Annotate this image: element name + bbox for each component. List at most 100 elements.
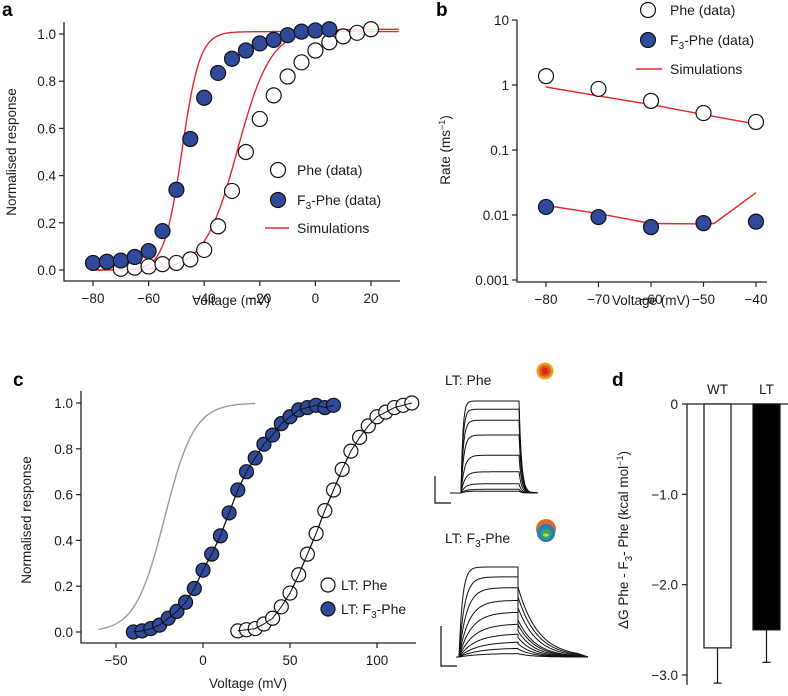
data-point <box>140 243 157 260</box>
data-point <box>126 248 143 266</box>
data-point <box>362 21 380 38</box>
x-tick-label: −40 <box>193 291 216 306</box>
data-point <box>210 64 227 82</box>
data-point <box>695 104 712 122</box>
current-sweep <box>456 633 589 658</box>
y-tick-label: 0 <box>670 397 678 412</box>
trace-title-lt-f3phe: LT: F3-Phe <box>445 530 510 550</box>
y-tick-label: 10 <box>494 13 509 28</box>
data-point <box>537 198 555 216</box>
panel-b-x-axis-title: Voltage (mV) <box>612 293 690 308</box>
data-point <box>84 254 102 272</box>
fit-curve <box>98 402 256 631</box>
data-point <box>251 35 268 52</box>
data-point <box>237 42 254 59</box>
data-point <box>590 80 607 98</box>
bar-lt <box>752 403 781 631</box>
fit-line-overlay <box>237 402 412 632</box>
data-point <box>168 254 185 272</box>
x-tick-label: −80 <box>82 291 105 306</box>
y-tick-label: 0.0 <box>54 625 73 640</box>
data-point <box>747 213 765 230</box>
panel-a-chart: 0.0 0.2 0.4 0.6 0.8 1.0 −80 −60 −40 −20 0 20 Phe (d… <box>4 21 400 308</box>
legend-phe-label: Phe (data) <box>297 162 362 178</box>
x-tick-label: 50 <box>282 653 297 668</box>
panel-b-legend: Phe (data) F3-Phe (data) Simulations <box>636 1 754 77</box>
panel-b-y-axis-title: Rate (ms−1) <box>437 115 453 185</box>
x-tick-label: −60 <box>640 292 663 307</box>
panel-label-a: a <box>2 0 13 21</box>
panel-c-chart: 0.0 0.2 0.4 0.6 0.8 1.0 −50 0 50 100 LT: Phe LT: … <box>19 391 420 691</box>
panel-d-chart: 0 −1.0 −2.0 −3.0 WT LT ΔG Phe - F3- Phe (kca… <box>615 382 788 685</box>
y-tick-label: 0.4 <box>54 533 73 548</box>
y-tick-label: 1.0 <box>37 27 56 42</box>
legend-lt-phe-label: LT: Phe <box>341 577 388 593</box>
data-point <box>251 110 268 128</box>
panel-b-chart: 0.001 0.01 0.1 1 10 −80 −70 −60 −50 −40 Phe (data… <box>437 1 767 308</box>
f3phe-electrostatic-icon <box>536 519 556 542</box>
panel-c-x-axis-title: Voltage (mV) <box>209 676 287 691</box>
panel-d-y-axis-title: ΔG Phe - F3- Phe (kcal mol−1) <box>615 451 635 629</box>
data-point <box>98 253 116 270</box>
legend-f3phe-label: F3-Phe (data) <box>297 192 381 212</box>
data-point <box>237 143 254 161</box>
x-tick-label: −50 <box>105 653 128 668</box>
data-point <box>590 208 607 226</box>
y-tick-label: −1.0 <box>651 487 678 502</box>
panel-a-x-axis-title: Voltage (mV) <box>192 293 270 308</box>
data-point <box>112 252 129 269</box>
y-tick-label: 1.0 <box>54 396 73 411</box>
current-sweep <box>450 471 539 494</box>
y-tick-label: 0.01 <box>483 208 509 223</box>
category-label-wt: WT <box>707 382 728 397</box>
current-sweep <box>450 488 538 494</box>
panel-label-b: b <box>436 0 448 21</box>
current-sweep <box>456 623 589 658</box>
data-point <box>279 68 296 85</box>
data-point <box>349 24 366 41</box>
x-tick-label: 0 <box>312 291 320 306</box>
legend-open-circle-marker <box>269 161 287 179</box>
y-tick-label: 0.8 <box>37 74 56 89</box>
phe-electrostatic-icon <box>536 362 554 380</box>
data-point <box>223 50 241 67</box>
x-tick-label: 100 <box>366 653 389 668</box>
y-tick-label: 0.2 <box>54 579 73 594</box>
legend-filled-circle-marker <box>269 191 287 209</box>
y-tick-label: 1 <box>501 78 509 93</box>
x-tick-label: 0 <box>199 653 207 668</box>
legend-f3phe-label: F3-Phe (data) <box>670 32 754 52</box>
data-point <box>154 256 171 273</box>
data-point <box>695 215 712 232</box>
current-sweep <box>456 653 588 658</box>
data-point <box>293 23 310 40</box>
y-tick-label: −3.0 <box>651 668 678 683</box>
axis-line <box>63 22 400 282</box>
scale-bar-1 <box>434 476 451 504</box>
current-traces: LT: Phe LT: F3-Phe <box>434 362 589 667</box>
legend-simulations-label: Simulations <box>297 220 369 236</box>
panel-a-legend: Phe (data) F3-Phe (data) Simulations <box>265 161 381 236</box>
current-sweep <box>450 434 539 494</box>
data-point <box>210 218 227 235</box>
x-tick-label: −20 <box>248 291 271 306</box>
data-point <box>321 21 338 38</box>
trace-title-lt-phe: LT: Phe <box>445 372 492 388</box>
data-point <box>747 113 765 131</box>
y-tick-label: 0.6 <box>54 488 73 503</box>
legend-lt-f3phe-label: LT: F3-Phe <box>341 601 406 621</box>
panel-c-y-axis-title: Normalised response <box>19 456 34 584</box>
scale-bar-2 <box>440 626 457 667</box>
y-tick-label: 0.6 <box>37 121 56 136</box>
y-tick-label: 0.0 <box>37 263 56 278</box>
data-point <box>140 258 157 275</box>
data-point <box>279 27 296 44</box>
y-tick-label: −2.0 <box>651 578 678 593</box>
data-point <box>335 28 352 45</box>
x-tick-label: −50 <box>692 292 715 307</box>
data-point <box>293 54 310 71</box>
data-point <box>307 42 324 59</box>
x-tick-label: −60 <box>137 291 160 306</box>
y-tick-label: 0.001 <box>475 273 509 288</box>
